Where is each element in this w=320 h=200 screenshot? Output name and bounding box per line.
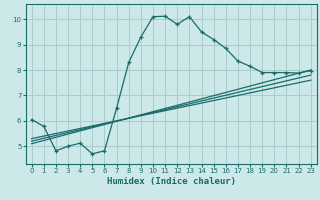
X-axis label: Humidex (Indice chaleur): Humidex (Indice chaleur): [107, 177, 236, 186]
